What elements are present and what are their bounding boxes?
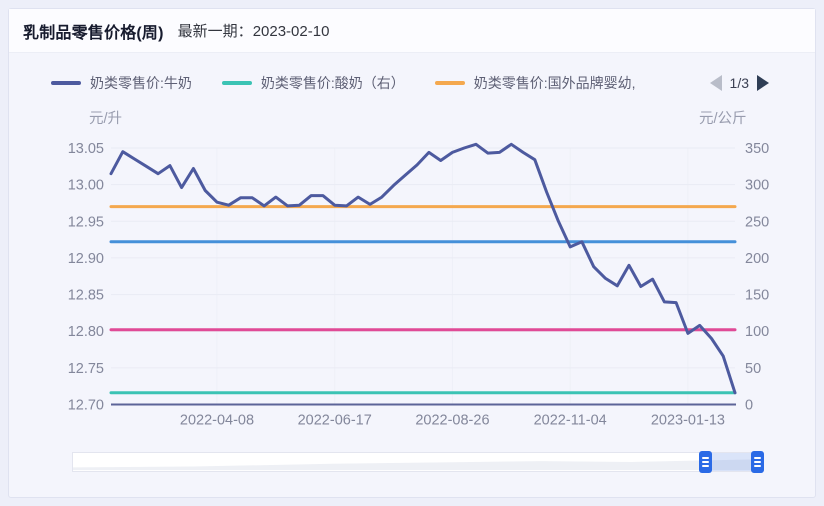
card-title: 乳制品零售价格(周): [23, 24, 164, 42]
svg-text:150: 150: [745, 288, 769, 304]
latest-period-label: 最新一期：: [177, 23, 253, 40]
svg-text:元/公斤: 元/公斤: [699, 110, 747, 127]
datazoom-slider[interactable]: [72, 451, 764, 473]
svg-text:12.75: 12.75: [68, 361, 104, 377]
card-header: 乳制品零售价格(周) 最新一期：2023-02-10: [9, 9, 815, 53]
svg-text:13.05: 13.05: [68, 141, 104, 157]
svg-text:50: 50: [745, 361, 761, 377]
datazoom-selected-window[interactable]: [705, 453, 758, 471]
svg-text:100: 100: [745, 324, 769, 340]
svg-text:200: 200: [745, 251, 769, 267]
svg-text:2022-06-17: 2022-06-17: [298, 413, 372, 429]
legend-swatch-milk: [51, 81, 81, 85]
svg-text:2023-01-13: 2023-01-13: [651, 413, 725, 429]
datazoom-right-handle[interactable]: [750, 451, 764, 473]
svg-text:2022-04-08: 2022-04-08: [180, 413, 254, 429]
datazoom-left-handle[interactable]: [699, 451, 713, 473]
latest-period: 最新一期：2023-02-10: [178, 20, 330, 41]
legend-swatch-foreign-formula: [434, 81, 465, 85]
legend-item-yogurt[interactable]: 奶类零售价:酸奶（右）: [221, 73, 405, 93]
legend-label-foreign-formula: 奶类零售价:国外品牌婴幼,: [473, 75, 636, 91]
legend-label-milk: 奶类零售价:牛奶: [90, 75, 192, 91]
svg-text:2022-11-04: 2022-11-04: [534, 413, 607, 429]
legend-page-indicator: 1/3: [729, 75, 749, 91]
datazoom-data-shadow: [73, 459, 761, 471]
chart-card: 乳制品零售价格(周) 最新一期：2023-02-10 2022-04-08 202…: [8, 8, 816, 498]
legend-pagination: 1/3: [709, 67, 769, 99]
svg-text:0: 0: [745, 398, 753, 414]
svg-text:12.95: 12.95: [68, 214, 104, 230]
svg-text:12.85: 12.85: [68, 288, 104, 304]
svg-text:12.70: 12.70: [68, 398, 104, 414]
legend-item-foreign-formula[interactable]: 奶类零售价:国外品牌婴幼,: [434, 73, 636, 93]
legend: 奶类零售价:牛奶 奶类零售价:酸奶（右） 奶类零售价:国外品牌婴幼,: [9, 67, 815, 99]
price-chart[interactable]: 2022-04-08 2022-06-17 2022-08-26 2022-11-04…: [9, 9, 815, 497]
svg-text:12.90: 12.90: [68, 251, 104, 267]
svg-text:元/升: 元/升: [89, 110, 122, 127]
svg-text:13.00: 13.00: [68, 178, 104, 194]
legend-next-icon[interactable]: [757, 75, 769, 91]
legend-swatch-yogurt: [221, 81, 252, 85]
svg-text:300: 300: [745, 178, 769, 194]
legend-item-milk[interactable]: 奶类零售价:牛奶: [51, 73, 192, 93]
svg-text:250: 250: [745, 214, 769, 230]
svg-text:2022-08-26: 2022-08-26: [415, 413, 489, 429]
svg-text:350: 350: [745, 141, 769, 157]
svg-text:12.80: 12.80: [68, 324, 104, 340]
latest-period-date: 2023-02-10: [252, 23, 330, 40]
legend-prev-icon[interactable]: [709, 75, 722, 91]
legend-label-yogurt: 奶类零售价:酸奶（右）: [260, 75, 405, 91]
